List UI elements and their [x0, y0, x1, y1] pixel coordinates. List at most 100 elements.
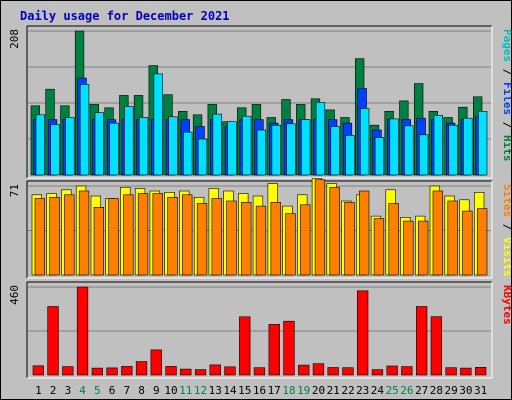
bar-kbytes-day-17	[268, 323, 280, 376]
bar-sites-day-9	[152, 193, 163, 276]
bar-sites-day-1	[34, 198, 45, 276]
x-tick-label-day-20: 20	[312, 384, 325, 397]
legend-part: /	[501, 217, 511, 237]
bar-pages-day-27	[418, 134, 429, 176]
bar-pages-day-30	[463, 117, 473, 176]
bar-pages-day-28	[433, 115, 443, 176]
bar-pages-day-17	[271, 124, 281, 176]
bar-kbytes-day-8	[135, 361, 148, 376]
bar-kbytes-day-11	[180, 368, 192, 376]
bar-pages-day-2	[50, 124, 60, 176]
bar-kbytes-day-19	[298, 364, 310, 376]
x-tick-label-day-16: 16	[253, 384, 266, 397]
bar-kbytes-day-12	[194, 369, 207, 376]
bar-pages-day-8	[138, 117, 149, 176]
bar-sites-day-31	[476, 208, 488, 276]
x-tick-label-day-22: 22	[341, 384, 354, 397]
x-tick-label-day-31: 31	[474, 384, 487, 397]
bar-kbytes-day-23	[356, 290, 369, 376]
bar-pages-day-3	[65, 117, 75, 176]
bar-pages-day-26	[404, 125, 414, 176]
bar-kbytes-day-3	[62, 366, 74, 376]
bar-sites-day-10	[167, 197, 178, 276]
bar-kbytes-day-6	[106, 367, 118, 376]
x-tick-label-day-9: 9	[153, 384, 160, 397]
bar-kbytes-day-9	[150, 349, 162, 376]
bar-sites-day-21	[329, 187, 340, 276]
bar-sites-day-23	[358, 190, 370, 276]
x-tick-label-day-18: 18	[282, 384, 295, 397]
bar-sites-day-27	[417, 220, 429, 276]
bar-kbytes-day-14	[224, 366, 236, 376]
bar-pages-day-21	[330, 126, 340, 176]
bar-pages-day-14	[227, 121, 237, 176]
x-tick-label-day-21: 21	[327, 384, 340, 397]
legend-part: Sites	[501, 184, 511, 217]
x-tick-label-day-13: 13	[209, 384, 222, 397]
bar-sites-day-5	[93, 207, 104, 276]
bar-kbytes-day-26	[401, 366, 413, 376]
right-legend-kbytes: KBytes	[501, 285, 511, 325]
legend-part: KBytes	[501, 285, 511, 325]
right-legend-pages-files-hits: Pages / Files / Hits	[501, 29, 511, 162]
bar-pages-day-4	[79, 84, 90, 176]
bar-sites-day-16	[255, 205, 267, 276]
x-tick-label-day-15: 15	[238, 384, 251, 397]
bar-pages-day-12	[197, 138, 208, 176]
legend-part: /	[501, 62, 511, 82]
bar-kbytes-day-10	[165, 366, 177, 376]
bar-pages-day-10	[168, 116, 178, 176]
x-tick-label-day-24: 24	[371, 384, 385, 397]
x-tick-label-day-17: 17	[268, 384, 281, 397]
bar-pages-day-5	[94, 112, 104, 176]
legend-part: Files	[501, 82, 511, 115]
bar-kbytes-day-20	[312, 363, 325, 376]
x-tick-label-day-12: 12	[194, 384, 207, 397]
bar-sites-day-4	[78, 190, 90, 276]
bar-sites-day-6	[108, 198, 119, 276]
bar-sites-day-12	[196, 203, 208, 276]
bar-sites-day-30	[462, 210, 473, 276]
bar-sites-day-8	[137, 193, 149, 276]
x-tick-label-day-10: 10	[164, 384, 177, 397]
bar-sites-day-29	[447, 200, 458, 276]
bar-pages-day-1	[35, 114, 45, 176]
bar-pages-day-6	[109, 122, 119, 176]
bar-sites-day-20	[314, 179, 326, 276]
bar-pages-day-24	[374, 137, 385, 176]
bar-kbytes-day-27	[415, 306, 428, 376]
bar-kbytes-day-31	[474, 366, 487, 376]
bar-pages-day-22	[345, 135, 355, 176]
bar-sites-day-18	[285, 213, 296, 276]
y-tick-label-pages-files-hits: 208	[8, 29, 21, 49]
bar-kbytes-day-13	[209, 364, 221, 376]
bar-kbytes-day-15	[239, 316, 251, 376]
bar-kbytes-day-4	[76, 286, 89, 376]
x-tick-label-day-25: 25	[386, 384, 399, 397]
bar-sites-day-2	[49, 197, 60, 276]
bar-pages-day-23	[359, 108, 370, 176]
legend-part: /	[501, 115, 511, 135]
x-tick-label-day-29: 29	[444, 384, 457, 397]
bar-sites-day-13	[211, 198, 222, 276]
bar-pages-day-16	[256, 129, 267, 176]
legend-part: Hits	[501, 135, 511, 162]
x-tick-label-day-23: 23	[356, 384, 369, 397]
bar-pages-day-11	[183, 131, 193, 176]
x-tick-label-day-2: 2	[50, 384, 57, 397]
x-tick-label-day-7: 7	[123, 384, 130, 397]
bar-kbytes-day-2	[47, 306, 59, 376]
y-tick-label-kbytes: 460	[8, 285, 21, 305]
bar-pages-day-15	[242, 115, 252, 176]
bar-sites-day-19	[300, 204, 311, 276]
right-legend-sites-visits: Sites / Visits	[501, 184, 511, 277]
bar-pages-day-9	[153, 73, 163, 176]
x-tick-label-day-14: 14	[223, 384, 237, 397]
bar-kbytes-day-22	[342, 367, 354, 376]
x-tick-label-day-28: 28	[430, 384, 443, 397]
x-tick-label-day-27: 27	[415, 384, 428, 397]
bar-sites-day-22	[344, 202, 355, 276]
bar-kbytes-day-29	[445, 367, 457, 376]
